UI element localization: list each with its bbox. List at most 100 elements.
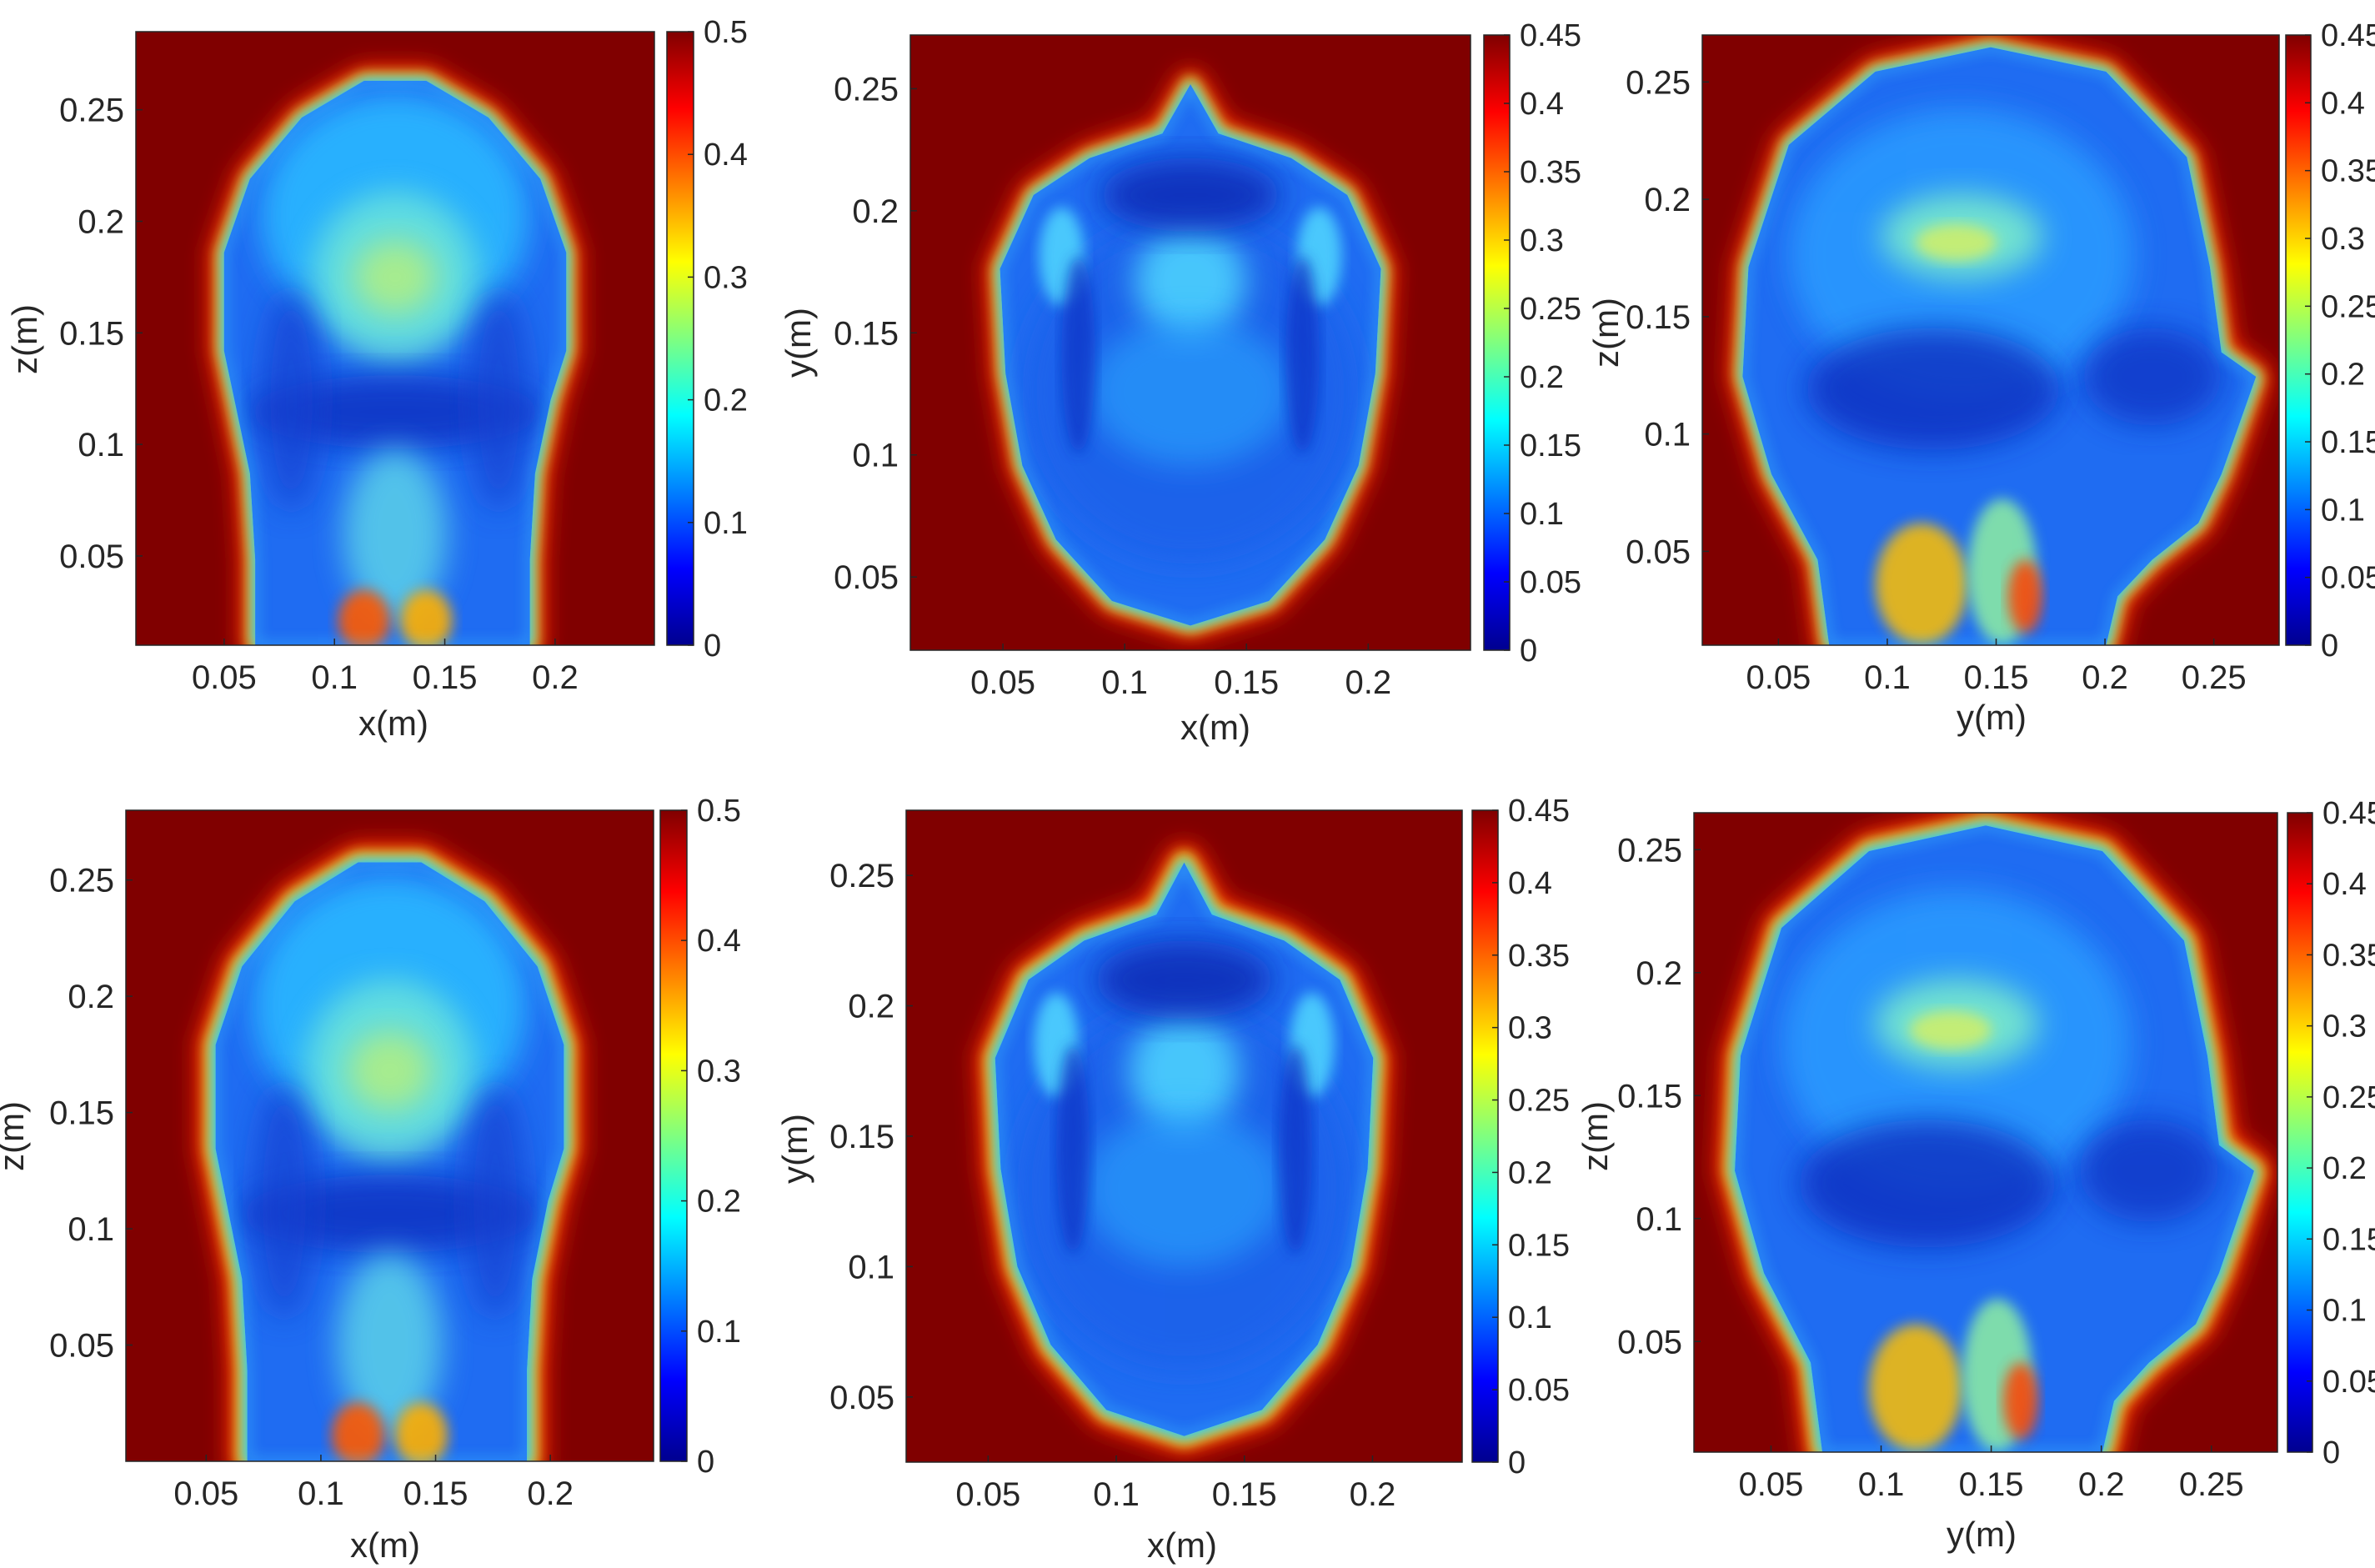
y-tick-label: 0.05 xyxy=(59,539,124,575)
colorbar-tick-label: 0.15 xyxy=(1508,1228,1570,1263)
colorbar-tick-label: 0.1 xyxy=(697,1315,741,1350)
y-tick-label: 0.2 xyxy=(78,203,124,240)
y-tick-label: 0.15 xyxy=(59,315,124,352)
colorbar-tick-label: 0.2 xyxy=(2322,1151,2367,1186)
y-tick-label: 0.1 xyxy=(848,1249,894,1285)
x-tick-label: 0.05 xyxy=(1746,659,1811,696)
heatmap-images xyxy=(126,32,2279,1462)
x-tick-label: 0.25 xyxy=(2179,1466,2244,1503)
y-tick-label: 0.1 xyxy=(68,1211,114,1248)
heatmap-image-3 xyxy=(1702,35,2279,645)
y-tick-label: 0.2 xyxy=(852,193,899,230)
colorbar-tick-label: 0 xyxy=(1520,634,1537,669)
heatmap-image-6 xyxy=(1694,813,2277,1452)
x-tick-label: 0.05 xyxy=(970,664,1035,701)
colorbar-tick-label: 0.4 xyxy=(2321,86,2365,121)
x-axis-label: x(m) xyxy=(1147,1525,1217,1565)
colorbar-tick-label: 0.1 xyxy=(1508,1300,1552,1335)
y-tick-label: 0.2 xyxy=(1644,182,1691,218)
colorbar-tick-label: 0.35 xyxy=(2321,154,2375,189)
panel-5: 0.05 0.1 0.15 0.2 0.05 0.1 0.15 0.2 0.25 x(m) y(m)… xyxy=(775,794,1570,1565)
colorbar-2: 0 0.05 0.1 0.15 0.2 0.25 0.3 0.35 0.4 0.45 xyxy=(1483,18,1581,669)
panel-2: 0.05 0.1 0.15 0.2 0.05 0.1 0.15 0.2 0.25 x(m) y(m)… xyxy=(779,18,1581,747)
y-axis-label: z(m) xyxy=(1576,1101,1615,1171)
y-tick-label: 0.05 xyxy=(49,1328,114,1365)
colorbar-tick-label: 0.45 xyxy=(1508,794,1570,829)
plot-area xyxy=(135,31,655,646)
x-axis-label: x(m) xyxy=(350,1525,420,1565)
colorbar-tick-label: 0.1 xyxy=(2321,493,2365,528)
x-axis-label: x(m) xyxy=(358,704,428,743)
colorbar-tick-label: 0.35 xyxy=(2322,938,2375,973)
x-tick-label: 0.05 xyxy=(955,1476,1020,1513)
x-tick-label: 0.1 xyxy=(1858,1466,1905,1503)
colorbar-tick-label: 0.1 xyxy=(1520,497,1564,532)
colorbar-3: 0 0.05 0.1 0.15 0.2 0.25 0.3 0.35 0.4 0.45 xyxy=(2285,18,2375,664)
x-tick-label: 0.2 xyxy=(1350,1476,1396,1513)
heatmap-image-5 xyxy=(906,810,1462,1462)
x-tick-label: 0.1 xyxy=(1101,664,1148,701)
y-tick-label: 0.05 xyxy=(829,1380,894,1416)
x-tick-label: 0.15 xyxy=(413,659,478,696)
colorbar-tick-label: 0.2 xyxy=(2321,358,2365,393)
y-tick-label: 0.15 xyxy=(829,1119,894,1155)
y-axis-label: y(m) xyxy=(779,308,818,378)
colorbar-tick-label: 0 xyxy=(704,629,721,664)
colorbar-tick-label: 0.25 xyxy=(2322,1080,2375,1115)
x-tick-label: 0.2 xyxy=(527,1475,574,1512)
panel-1: 0.05 0.1 0.15 0.2 0.05 0.1 0.15 0.2 0.25 x(m) z(m)… xyxy=(5,15,748,743)
colorbar-tick-label: 0.25 xyxy=(2321,289,2375,324)
x-tick-label: 0.2 xyxy=(2082,659,2128,696)
y-tick-label: 0.15 xyxy=(1617,1078,1682,1115)
y-tick-label: 0.15 xyxy=(834,315,899,352)
y-tick-label: 0.25 xyxy=(49,863,114,899)
y-axis-label: z(m) xyxy=(5,304,44,374)
colorbar-tick-label: 0.2 xyxy=(704,383,748,418)
colorbar-tick-label: 0.25 xyxy=(1508,1084,1570,1119)
colorbar-tick-label: 0.3 xyxy=(2321,222,2365,257)
x-tick-label: 0.05 xyxy=(192,659,257,696)
colorbar-tick-label: 0.05 xyxy=(2321,561,2375,596)
x-tick-label: 0.2 xyxy=(532,659,579,696)
y-tick-label: 0.05 xyxy=(834,559,899,596)
colorbar-tick-label: 0.05 xyxy=(2322,1365,2375,1400)
y-axis-label: z(m) xyxy=(0,1101,31,1171)
x-tick-label: 0.15 xyxy=(1964,659,2029,696)
panel-6: 0.05 0.1 0.15 0.2 0.25 0.05 0.1 0.15 0.2 0.25 y(m)… xyxy=(1576,796,2375,1554)
colorbar-1: 0 0.1 0.2 0.3 0.4 0.5 xyxy=(666,15,748,664)
colorbar-tick-label: 0 xyxy=(697,1445,714,1480)
colorbar-gradient xyxy=(1483,34,1511,651)
y-tick-label: 0.25 xyxy=(1626,64,1691,101)
colorbar-tick-label: 0.15 xyxy=(2321,425,2375,460)
y-tick-label: 0.05 xyxy=(1626,534,1691,570)
plot-area xyxy=(1693,812,2278,1453)
x-axis-label: y(m) xyxy=(1957,698,2027,737)
x-tick-label: 0.15 xyxy=(1212,1476,1277,1513)
colorbar-tick-label: 0.4 xyxy=(2322,867,2367,902)
heatmap-image-2 xyxy=(910,35,1471,650)
x-tick-label: 0.05 xyxy=(1739,1466,1804,1503)
colorbar-tick-label: 0.4 xyxy=(704,138,748,173)
x-tick-label: 0.2 xyxy=(1345,664,1391,701)
colorbar-tick-label: 0.05 xyxy=(1508,1373,1570,1408)
x-axis-label: x(m) xyxy=(1180,708,1250,747)
x-tick-label: 0.15 xyxy=(403,1475,468,1512)
colorbar-tick-label: 0.15 xyxy=(2322,1222,2375,1257)
colorbar-tick-label: 0.3 xyxy=(1508,1011,1552,1046)
colorbar-tick-label: 0.25 xyxy=(1520,292,1581,327)
x-tick-label: 0.1 xyxy=(311,659,358,696)
colorbar-tick-label: 0.35 xyxy=(1508,939,1570,974)
y-tick-label: 0.1 xyxy=(78,427,124,463)
colorbar-tick-label: 0.2 xyxy=(1520,360,1564,395)
colorbar-tick-label: 0.05 xyxy=(1520,565,1581,600)
y-axis-label: y(m) xyxy=(775,1114,814,1184)
colorbar-tick-label: 0.35 xyxy=(1520,155,1581,190)
x-tick-label: 0.1 xyxy=(1864,659,1911,696)
colorbar-tick-label: 0 xyxy=(1508,1445,1526,1480)
plot-area xyxy=(909,34,1471,651)
plot-area xyxy=(125,809,654,1462)
y-axis-label: z(m) xyxy=(1586,298,1626,368)
axes-layer: 0.05 0.1 0.15 0.2 0.05 0.1 0.15 0.2 0.25 x(m) z(m)… xyxy=(0,15,2375,1565)
colorbar-gradient xyxy=(2287,812,2313,1453)
